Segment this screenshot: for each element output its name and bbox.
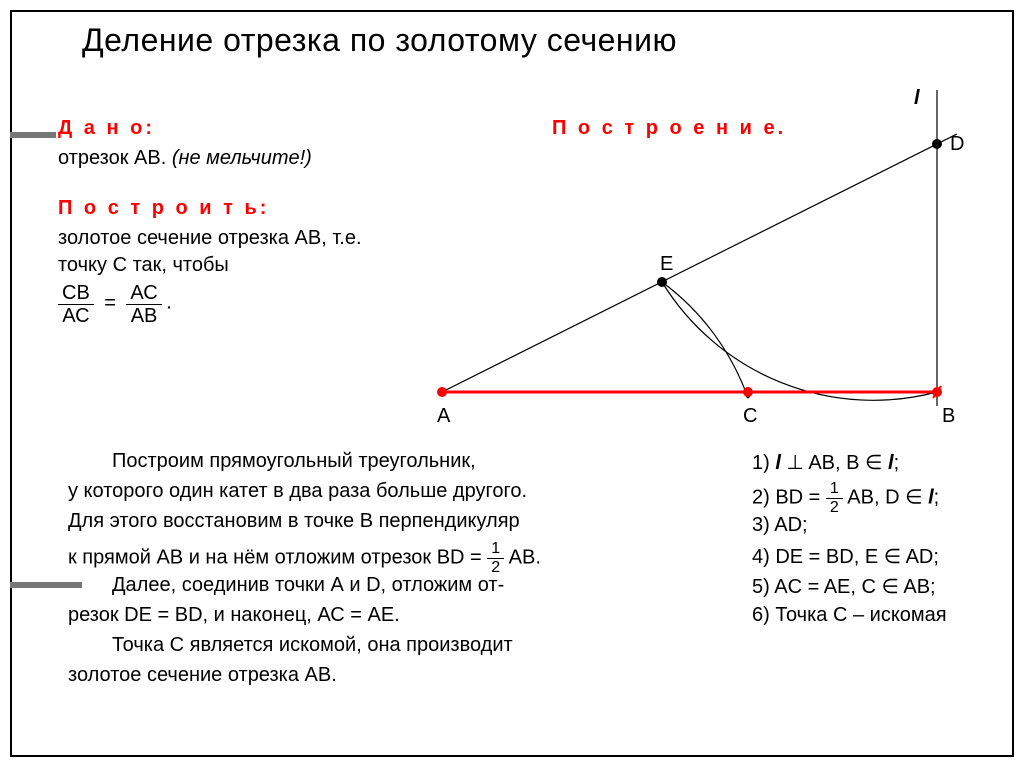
header-dano: Д а н о: — [58, 117, 155, 140]
desc-p7: Точка С является искомой, она производит — [112, 634, 513, 657]
fraction-ac-ab: АС АВ — [126, 282, 161, 327]
given-note: (не мельчите!) — [172, 147, 312, 169]
desc-p4: к прямой АВ и на нём отложим отрезок BD … — [68, 540, 541, 576]
decoration-bar-top — [10, 132, 56, 138]
step-2: 2) BD = 12 AB, D ∈ l; — [752, 480, 939, 516]
step-6: 6) Точка С – искомая — [752, 604, 947, 627]
given-segment: отрезок АВ. — [58, 147, 166, 169]
desc-p8: золотое сечение отрезка АВ. — [68, 664, 337, 687]
task-line1: золотое сечение отрезка АВ, т.е. — [58, 227, 362, 250]
ratio-equation: СВ АС = АС АВ . — [58, 282, 172, 327]
svg-text:A: A — [437, 405, 451, 427]
header-postroit: П о с т р о и т ь: — [58, 197, 269, 220]
given-line: отрезок АВ. (не мельчите!) — [58, 147, 312, 170]
decoration-bar-bottom — [10, 582, 82, 588]
fraction-cb-ac: СВ АС — [58, 282, 94, 327]
desc-p5: Далее, соединив точки А и D, отложим от- — [112, 574, 504, 597]
svg-text:C: C — [743, 405, 757, 427]
desc-p6: резок DE = BD, и наконец, АС = АЕ. — [68, 604, 400, 627]
fraction-half-2: 12 — [826, 480, 843, 516]
step-3: 3) AD; — [752, 514, 808, 537]
ratio-dot: . — [166, 292, 172, 314]
task-line2: точку С так, чтобы — [58, 254, 229, 277]
desc-p2: у которого один катет в два раза больше … — [68, 480, 527, 503]
svg-text:E: E — [660, 253, 673, 275]
svg-text:D: D — [950, 133, 964, 155]
svg-text:B: B — [942, 405, 955, 427]
slide-frame: Деление отрезка по золотому сечению Д а … — [10, 10, 1014, 757]
slide-title: Деление отрезка по золотому сечению — [82, 22, 677, 59]
desc-p3: Для этого восстановим в точке В перпенди… — [68, 510, 520, 533]
step-5: 5) AC = AE, C ∈ AB; — [752, 574, 936, 599]
geometry-diagram: l A B C D E — [382, 82, 982, 442]
desc-p1: Построим прямоугольный треугольник, — [112, 450, 476, 473]
step-1: 1) l ⊥ AB, B ∈ l; — [752, 450, 899, 475]
svg-text:l: l — [914, 87, 920, 109]
equals-sign: = — [98, 292, 122, 314]
step-4: 4) DE = BD, E ∈ AD; — [752, 544, 939, 569]
fraction-half-1: 1 2 — [487, 540, 504, 576]
